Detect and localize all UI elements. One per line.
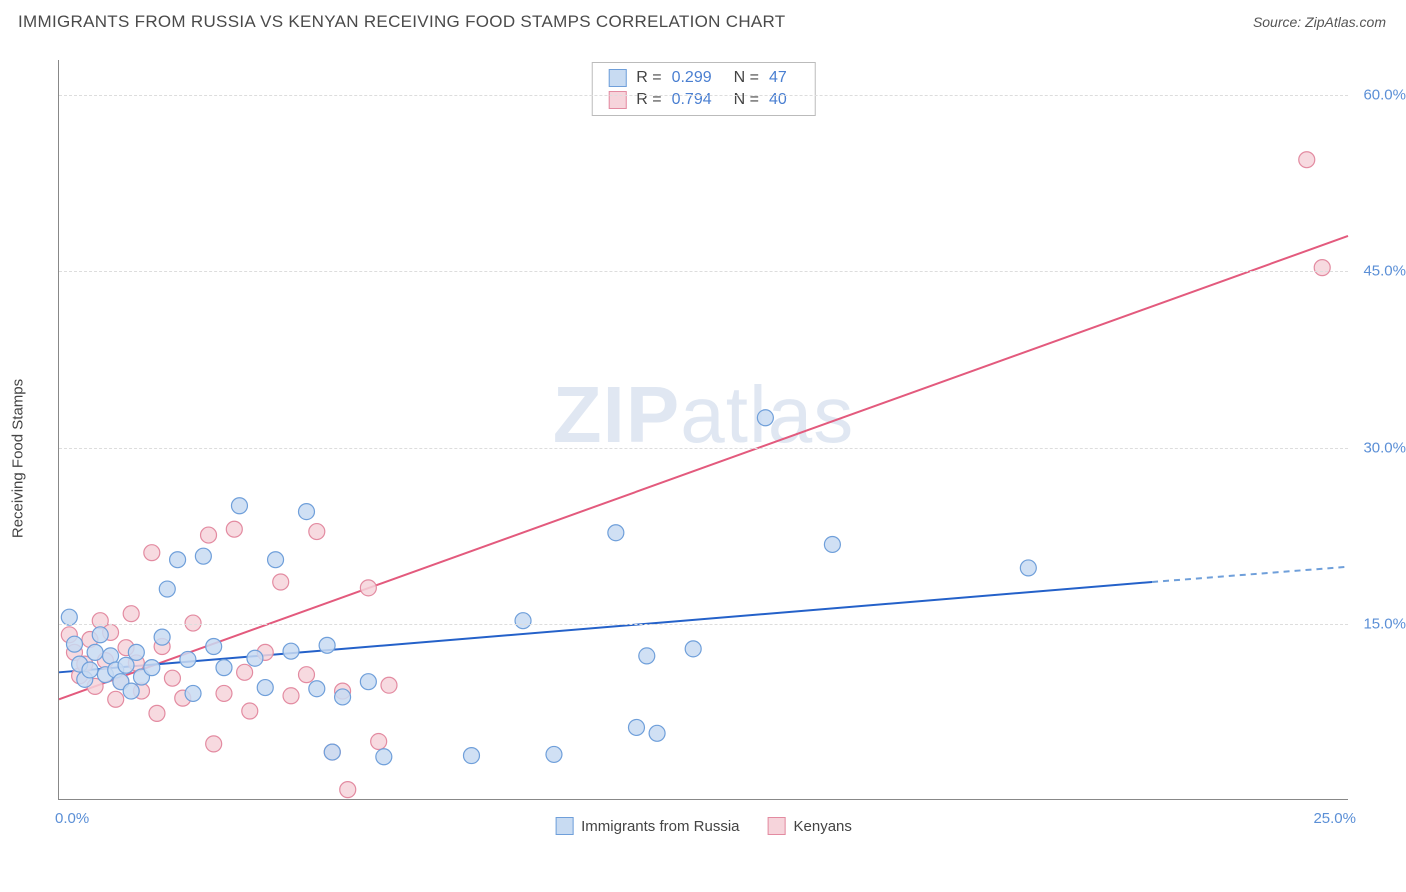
chart-container: Receiving Food Stamps ZIPatlas R = 0.299… [48, 60, 1388, 840]
scatter-point-series1 [268, 552, 284, 568]
scatter-point-series2 [144, 545, 160, 561]
scatter-point-series2 [242, 703, 258, 719]
regression-line-series1-dashed [1152, 567, 1348, 582]
scatter-point-series2 [273, 574, 289, 590]
scatter-point-series2 [1314, 260, 1330, 276]
header: IMMIGRANTS FROM RUSSIA VS KENYAN RECEIVI… [0, 0, 1406, 40]
stats-legend-box: R = 0.299 N = 47 R = 0.794 N = 40 [591, 62, 816, 116]
x-tick-label: 25.0% [1313, 810, 1356, 827]
bottom-legend: Immigrants from Russia Kenyans [555, 817, 852, 835]
scatter-point-series2 [340, 782, 356, 798]
x-tick-label: 0.0% [55, 810, 89, 827]
regression-line-series1 [59, 582, 1152, 672]
swatch-series2-bottom [768, 817, 786, 835]
scatter-point-series2 [108, 691, 124, 707]
plot-area: ZIPatlas R = 0.299 N = 47 R = 0.794 N = … [58, 60, 1348, 800]
scatter-point-series1 [360, 674, 376, 690]
scatter-point-series1 [335, 689, 351, 705]
scatter-point-series1 [159, 581, 175, 597]
scatter-point-series1 [463, 748, 479, 764]
scatter-point-series1 [216, 660, 232, 676]
legend-item-series1: Immigrants from Russia [555, 817, 739, 835]
scatter-point-series1 [546, 746, 562, 762]
gridline [59, 95, 1348, 96]
scatter-point-series1 [309, 681, 325, 697]
scatter-point-series2 [216, 685, 232, 701]
scatter-point-series1 [128, 644, 144, 660]
scatter-point-series1 [195, 548, 211, 564]
scatter-point-series1 [1020, 560, 1036, 576]
scatter-point-series1 [649, 725, 665, 741]
y-tick-label: 60.0% [1363, 87, 1406, 104]
gridline [59, 448, 1348, 449]
scatter-point-series2 [123, 606, 139, 622]
scatter-point-series2 [226, 521, 242, 537]
scatter-point-series1 [628, 719, 644, 735]
gridline [59, 624, 1348, 625]
legend-item-series2: Kenyans [768, 817, 852, 835]
scatter-point-series1 [92, 627, 108, 643]
scatter-point-series2 [283, 688, 299, 704]
scatter-point-series1 [144, 660, 160, 676]
y-tick-label: 30.0% [1363, 439, 1406, 456]
scatter-point-series1 [247, 650, 263, 666]
y-tick-label: 45.0% [1363, 263, 1406, 280]
scatter-point-series1 [154, 629, 170, 645]
scatter-point-series2 [237, 664, 253, 680]
scatter-point-series2 [206, 736, 222, 752]
scatter-point-series1 [515, 613, 531, 629]
scatter-point-series1 [118, 657, 134, 673]
scatter-point-series2 [298, 667, 314, 683]
scatter-point-series1 [685, 641, 701, 657]
swatch-series2 [608, 91, 626, 109]
scatter-point-series2 [164, 670, 180, 686]
scatter-point-series1 [123, 683, 139, 699]
scatter-point-series1 [324, 744, 340, 760]
scatter-point-series1 [824, 536, 840, 552]
scatter-point-series1 [87, 644, 103, 660]
y-axis-label: Receiving Food Stamps [10, 379, 27, 538]
scatter-point-series1 [206, 639, 222, 655]
scatter-point-series1 [257, 680, 273, 696]
scatter-point-series1 [319, 637, 335, 653]
stats-row-series2: R = 0.794 N = 40 [608, 89, 799, 111]
scatter-point-series2 [149, 705, 165, 721]
scatter-point-series2 [1299, 152, 1315, 168]
scatter-point-series1 [61, 609, 77, 625]
stats-row-series1: R = 0.299 N = 47 [608, 67, 799, 89]
scatter-point-series1 [757, 410, 773, 426]
scatter-point-series2 [381, 677, 397, 693]
scatter-point-series2 [309, 524, 325, 540]
scatter-point-series1 [170, 552, 186, 568]
scatter-point-series2 [371, 734, 387, 750]
y-tick-label: 15.0% [1363, 615, 1406, 632]
scatter-point-series1 [608, 525, 624, 541]
chart-title: IMMIGRANTS FROM RUSSIA VS KENYAN RECEIVI… [18, 12, 785, 32]
scatter-point-series1 [231, 498, 247, 514]
gridline [59, 271, 1348, 272]
scatter-point-series1 [298, 504, 314, 520]
swatch-series1-bottom [555, 817, 573, 835]
swatch-series1 [608, 69, 626, 87]
scatter-point-series1 [185, 685, 201, 701]
scatter-point-series1 [66, 636, 82, 652]
source-attribution: Source: ZipAtlas.com [1253, 14, 1386, 30]
regression-line-series2 [59, 236, 1348, 699]
scatter-point-series1 [283, 643, 299, 659]
scatter-point-series1 [82, 662, 98, 678]
plot-svg [59, 60, 1348, 799]
scatter-point-series1 [376, 749, 392, 765]
scatter-point-series1 [639, 648, 655, 664]
scatter-point-series1 [180, 651, 196, 667]
scatter-point-series2 [201, 527, 217, 543]
scatter-point-series2 [360, 580, 376, 596]
